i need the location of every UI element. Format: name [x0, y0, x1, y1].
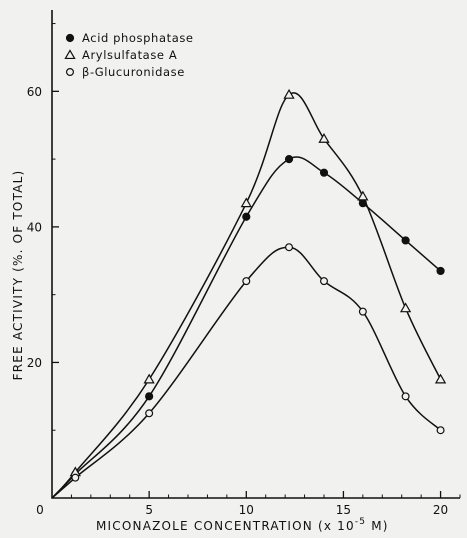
series-line	[51, 156, 442, 499]
y-axis-title: FREE ACTIVITY (%. OF TOTAL)	[11, 170, 25, 381]
data-point	[320, 277, 329, 286]
tick-labels: 0 5 10 15 20 20 40 60	[27, 85, 448, 517]
data-point	[401, 392, 410, 401]
legend-label: β-Glucuronidase	[82, 65, 185, 79]
data-point	[145, 392, 154, 401]
data-point	[318, 132, 330, 143]
data-point	[242, 277, 251, 286]
legend-label: Arylsulfatase A	[82, 48, 177, 62]
x-tick-label: 10	[239, 503, 254, 517]
legend-marker	[65, 33, 75, 43]
data-point	[285, 243, 294, 252]
legend: Acid phosphatase Arylsulfatase A β-Glucuro…	[64, 31, 194, 79]
x-tick-label: 0	[36, 503, 44, 517]
axes-frame	[51, 10, 460, 499]
x-tick-label: 20	[433, 503, 448, 517]
y-tick-label: 40	[27, 220, 42, 234]
x-axis-title-unit: M)	[366, 519, 388, 533]
series-line	[51, 92, 442, 499]
series-lines	[51, 92, 442, 499]
x-tick-label: 15	[336, 503, 351, 517]
data-point	[240, 197, 252, 208]
data-point	[436, 426, 445, 435]
y-tick-label: 20	[27, 356, 42, 370]
data-point	[319, 168, 329, 177]
data-point	[399, 302, 412, 313]
data-point	[357, 190, 369, 201]
x-axis-title: MICONAZOLE CONCENTRATION (x 10-5 M)	[96, 517, 389, 533]
data-point	[436, 266, 445, 276]
data-point	[242, 212, 251, 221]
x-axis-title-main: MICONAZOLE CONCENTRATION (x 10	[96, 519, 355, 533]
legend-marker	[65, 67, 74, 76]
legend-marker	[64, 49, 76, 60]
x-tick-label: 5	[145, 503, 153, 517]
data-point	[145, 409, 154, 418]
y-tick-label: 60	[27, 85, 42, 99]
data-point	[283, 88, 295, 99]
series-line	[51, 246, 442, 499]
data-point	[358, 199, 367, 208]
tick-marks	[52, 23, 461, 498]
data-point	[434, 373, 447, 384]
legend-label: Acid phosphatase	[82, 31, 194, 45]
data-point	[71, 473, 80, 482]
x-axis-title-exponent: -5	[355, 517, 366, 527]
data-point	[143, 373, 155, 384]
series-markers	[69, 88, 447, 482]
data-point	[401, 236, 410, 245]
data-point	[284, 155, 294, 164]
data-point	[358, 307, 367, 316]
